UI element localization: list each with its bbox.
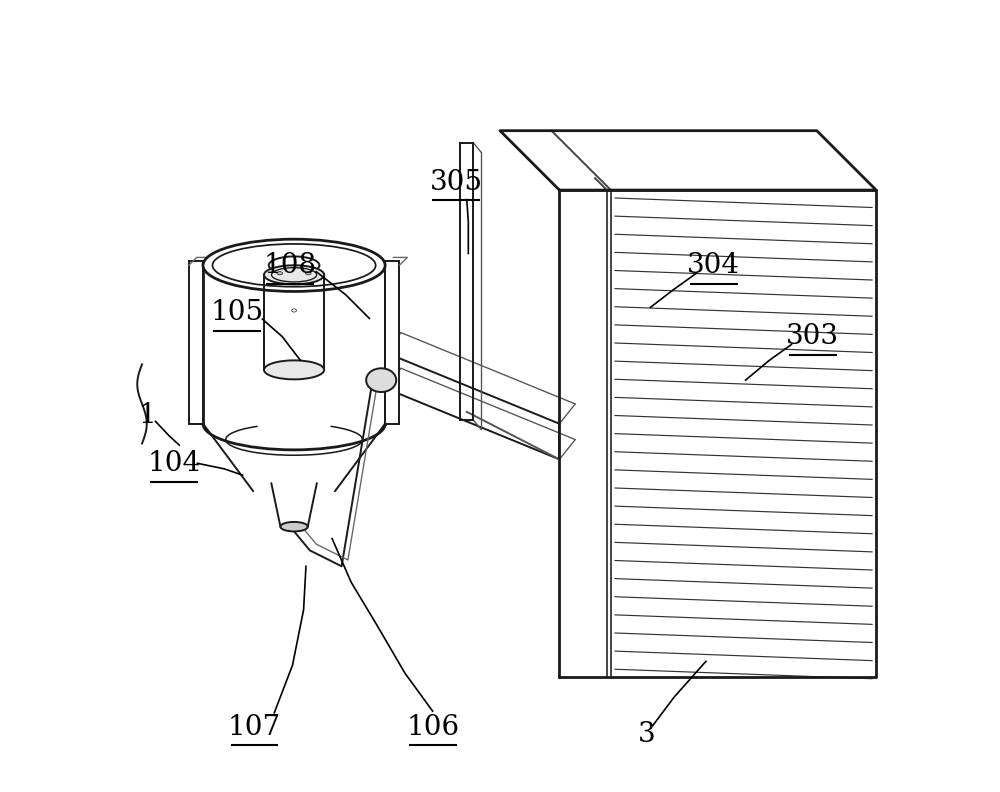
- Text: 106: 106: [406, 714, 459, 741]
- Text: 107: 107: [228, 714, 281, 741]
- Ellipse shape: [264, 360, 324, 379]
- Text: 3: 3: [638, 722, 655, 748]
- Text: 104: 104: [147, 450, 200, 477]
- Bar: [385, 261, 399, 424]
- Text: 303: 303: [786, 323, 839, 350]
- Ellipse shape: [277, 272, 283, 275]
- Ellipse shape: [280, 522, 308, 531]
- Text: 105: 105: [210, 299, 264, 326]
- Ellipse shape: [306, 272, 311, 275]
- Ellipse shape: [269, 257, 319, 274]
- Ellipse shape: [366, 368, 396, 392]
- Text: 304: 304: [687, 252, 740, 279]
- Ellipse shape: [264, 265, 324, 284]
- Text: 1: 1: [139, 402, 156, 429]
- Ellipse shape: [213, 244, 376, 287]
- Bar: [189, 261, 203, 424]
- Ellipse shape: [203, 239, 385, 291]
- Text: 108: 108: [264, 252, 317, 279]
- Text: 305: 305: [430, 169, 483, 196]
- Ellipse shape: [292, 309, 296, 312]
